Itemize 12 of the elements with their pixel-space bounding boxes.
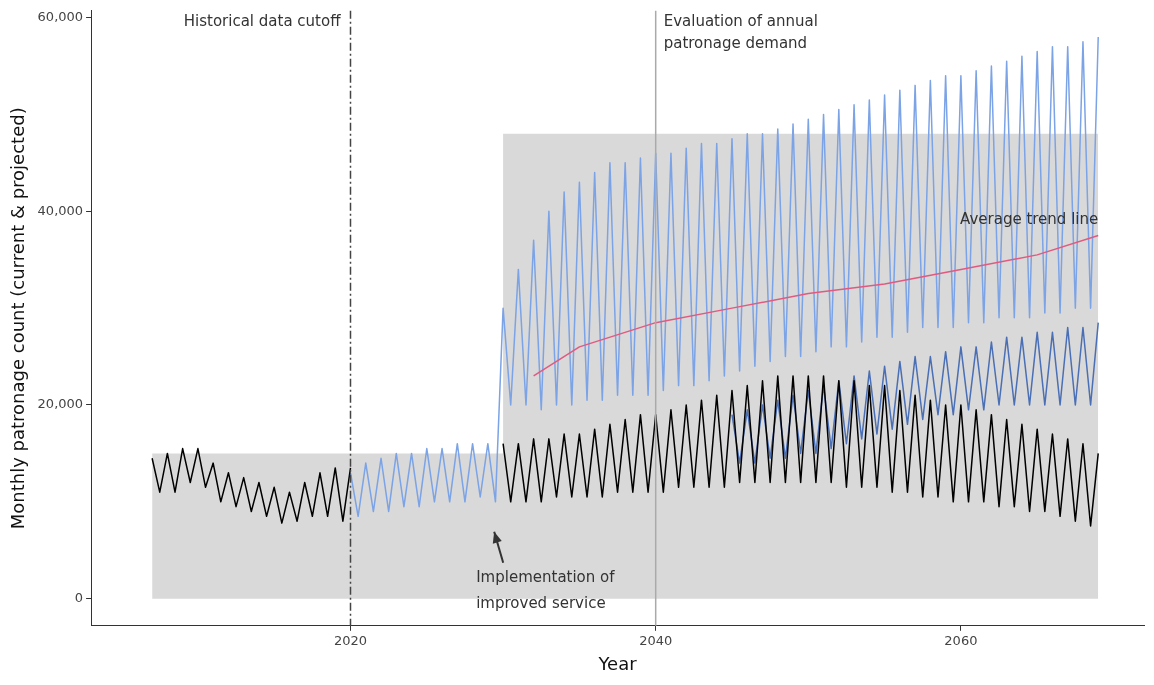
x-axis-title: Year (597, 652, 638, 674)
y-tick-label: 0 (74, 590, 84, 606)
y-tick-label: 60,000 (37, 8, 84, 24)
y-tick-label: 20,000 (37, 396, 84, 412)
x-tick-label: 2060 (944, 632, 978, 648)
annotation: Implementation of improved service (476, 568, 616, 613)
ref-line-label: Historical data cutoff (183, 12, 342, 31)
x-tick-label: 2020 (333, 632, 368, 648)
y-axis-title: Monthly patronage count (current & projected) (7, 107, 29, 530)
ref-line-label: Evaluation of annual patronage demand (663, 12, 818, 53)
x-tick-label: 2040 (639, 632, 673, 648)
y-tick-label: 40,000 (37, 202, 84, 218)
